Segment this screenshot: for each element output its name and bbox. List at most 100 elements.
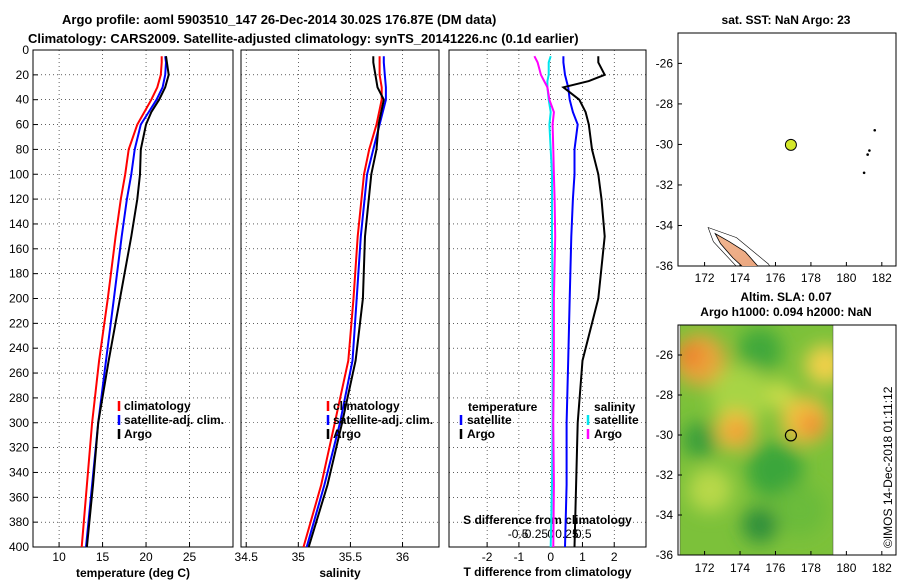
sla-anomaly (747, 442, 803, 498)
land-north-island (714, 232, 759, 266)
plot-frame (448, 49, 647, 548)
x-tick-label: -2 (482, 550, 493, 564)
y-tick-label: 380 (9, 515, 29, 529)
y-tick-label: -30 (656, 428, 674, 442)
series-line-argo (85, 56, 170, 548)
x2-tick-label: -0.5 (508, 527, 529, 541)
x-tick-label: 182 (872, 561, 892, 575)
sla-anomaly (682, 422, 718, 458)
plot-frame (240, 49, 440, 548)
sla-anomaly (805, 345, 833, 385)
x-tick-label: 178 (801, 271, 821, 285)
x-tick-label: 180 (836, 561, 856, 575)
x2-tick-label: 0.5 (575, 527, 592, 541)
series-line-t-satellite (562, 56, 579, 548)
legend-label: Argo (594, 427, 622, 441)
argo-position-marker (784, 138, 797, 151)
sla-blobs (680, 328, 833, 543)
y-tick-label: -32 (656, 468, 674, 482)
x-axis-label: T difference from climatology (463, 565, 631, 579)
x-tick-label: 25 (183, 550, 197, 564)
sst-map: sat. SST: NaN Argo: 23 172 174 176 178 180 182… (656, 13, 897, 285)
title-line-1: Argo profile: aoml 5903510_147 26-Dec-20… (62, 12, 496, 27)
sla-anomaly (710, 365, 770, 425)
kermadec-island (868, 440, 871, 443)
y-tick-label: 320 (9, 441, 29, 455)
y-tick-label: 20 (16, 68, 30, 82)
x-tick-label: 172 (695, 561, 715, 575)
argo-position-marker (784, 429, 797, 442)
map-title-line-2: Argo h1000: 0.094 h2000: NaN (700, 305, 871, 319)
legend-title-salinity: salinity (594, 400, 636, 414)
y-tick-label: 40 (16, 93, 30, 107)
legend-label: climatology (124, 399, 191, 413)
x-tick-label: -1 (514, 550, 525, 564)
y-tick-label: -28 (656, 97, 674, 111)
legend-title-temperature: temperature (468, 400, 538, 414)
sla-heatmap (680, 325, 833, 555)
x-axis-label: temperature (deg C) (76, 566, 190, 580)
difference-panel: -2 -1 0 1 2-0.5-0.25 0 0.250.5S difference fro… (448, 49, 647, 579)
y-tick-label: 80 (16, 142, 30, 156)
y-tick-label: 0 (22, 43, 29, 57)
y-tick-label: 60 (16, 118, 30, 132)
x-tick-label: 172 (695, 271, 715, 285)
sla-anomaly (738, 328, 782, 372)
sla-anomaly (680, 343, 702, 367)
map-frame (677, 324, 897, 556)
y-tick-label: 400 (9, 540, 29, 554)
y-tick-label: -30 (656, 137, 674, 151)
y-tick-label: 200 (9, 292, 29, 306)
map-frame (677, 32, 897, 267)
x-tick-label: 182 (872, 271, 892, 285)
series-line-satellite-adj-clim- (85, 56, 168, 548)
y-tick-label: 160 (9, 242, 29, 256)
x-tick-label: 174 (730, 271, 750, 285)
y-tick-label: 280 (9, 391, 29, 405)
x-tick-label: 180 (836, 271, 856, 285)
x-tick-label: 35 (292, 550, 306, 564)
y-tick-label: 300 (9, 416, 29, 430)
y-tick-label: 220 (9, 316, 29, 330)
y-tick-label: 140 (9, 217, 29, 231)
sla-anomaly (742, 507, 778, 543)
kermadec-island (866, 153, 869, 156)
x2-tick-label: 0.25 (555, 527, 579, 541)
legend-label: Argo (333, 427, 361, 441)
series-line-satellite-adj-clim- (305, 56, 387, 548)
shelf-contour (707, 227, 771, 266)
kermadec-island (862, 171, 866, 175)
salinity-panel: 34.5 35 35.5 36 salinity climatologysatellite… (235, 49, 440, 580)
x2-axis-label: S difference from climatology (463, 513, 632, 527)
map-title-line-1: Altim. SLA: 0.07 (740, 290, 832, 304)
x-tick-label: 35.5 (339, 550, 363, 564)
kermadec-island (873, 128, 877, 132)
y-tick-label: 100 (9, 167, 29, 181)
x2-tick-label: -0.25 (521, 527, 549, 541)
y-tick-label: 340 (9, 465, 29, 479)
y-tick-label: -32 (656, 178, 674, 192)
y-tick-label: -28 (656, 388, 674, 402)
temperature-panel: 10 15 20 25 temperature (deg C) 0 20 40 60 80 100 1… (9, 43, 234, 580)
y-tick-label: -34 (656, 508, 674, 522)
watermark: ©IMOS 14-Dec-2018 01:11:12 (881, 386, 895, 548)
x-tick-label: 36 (396, 550, 410, 564)
coastline (707, 128, 877, 266)
x-tick-label: 34.5 (235, 550, 259, 564)
series-line-climatology (302, 56, 383, 548)
x-tick-label: 2 (611, 550, 618, 564)
series-line-t-argo (561, 56, 607, 548)
legend-label: climatology (333, 399, 400, 413)
x-tick-label: 178 (801, 561, 821, 575)
y-tick-label: -26 (656, 56, 674, 70)
series-line-argo (307, 56, 385, 548)
legend-label: satellite-adj. clim. (333, 413, 433, 427)
y-tick-label: 260 (9, 366, 29, 380)
x-tick-label: 10 (52, 550, 66, 564)
y-tick-label: -36 (656, 259, 674, 273)
x-tick-label: 176 (765, 561, 785, 575)
kermadec-island (866, 444, 869, 447)
y-tick-label: 120 (9, 192, 29, 206)
